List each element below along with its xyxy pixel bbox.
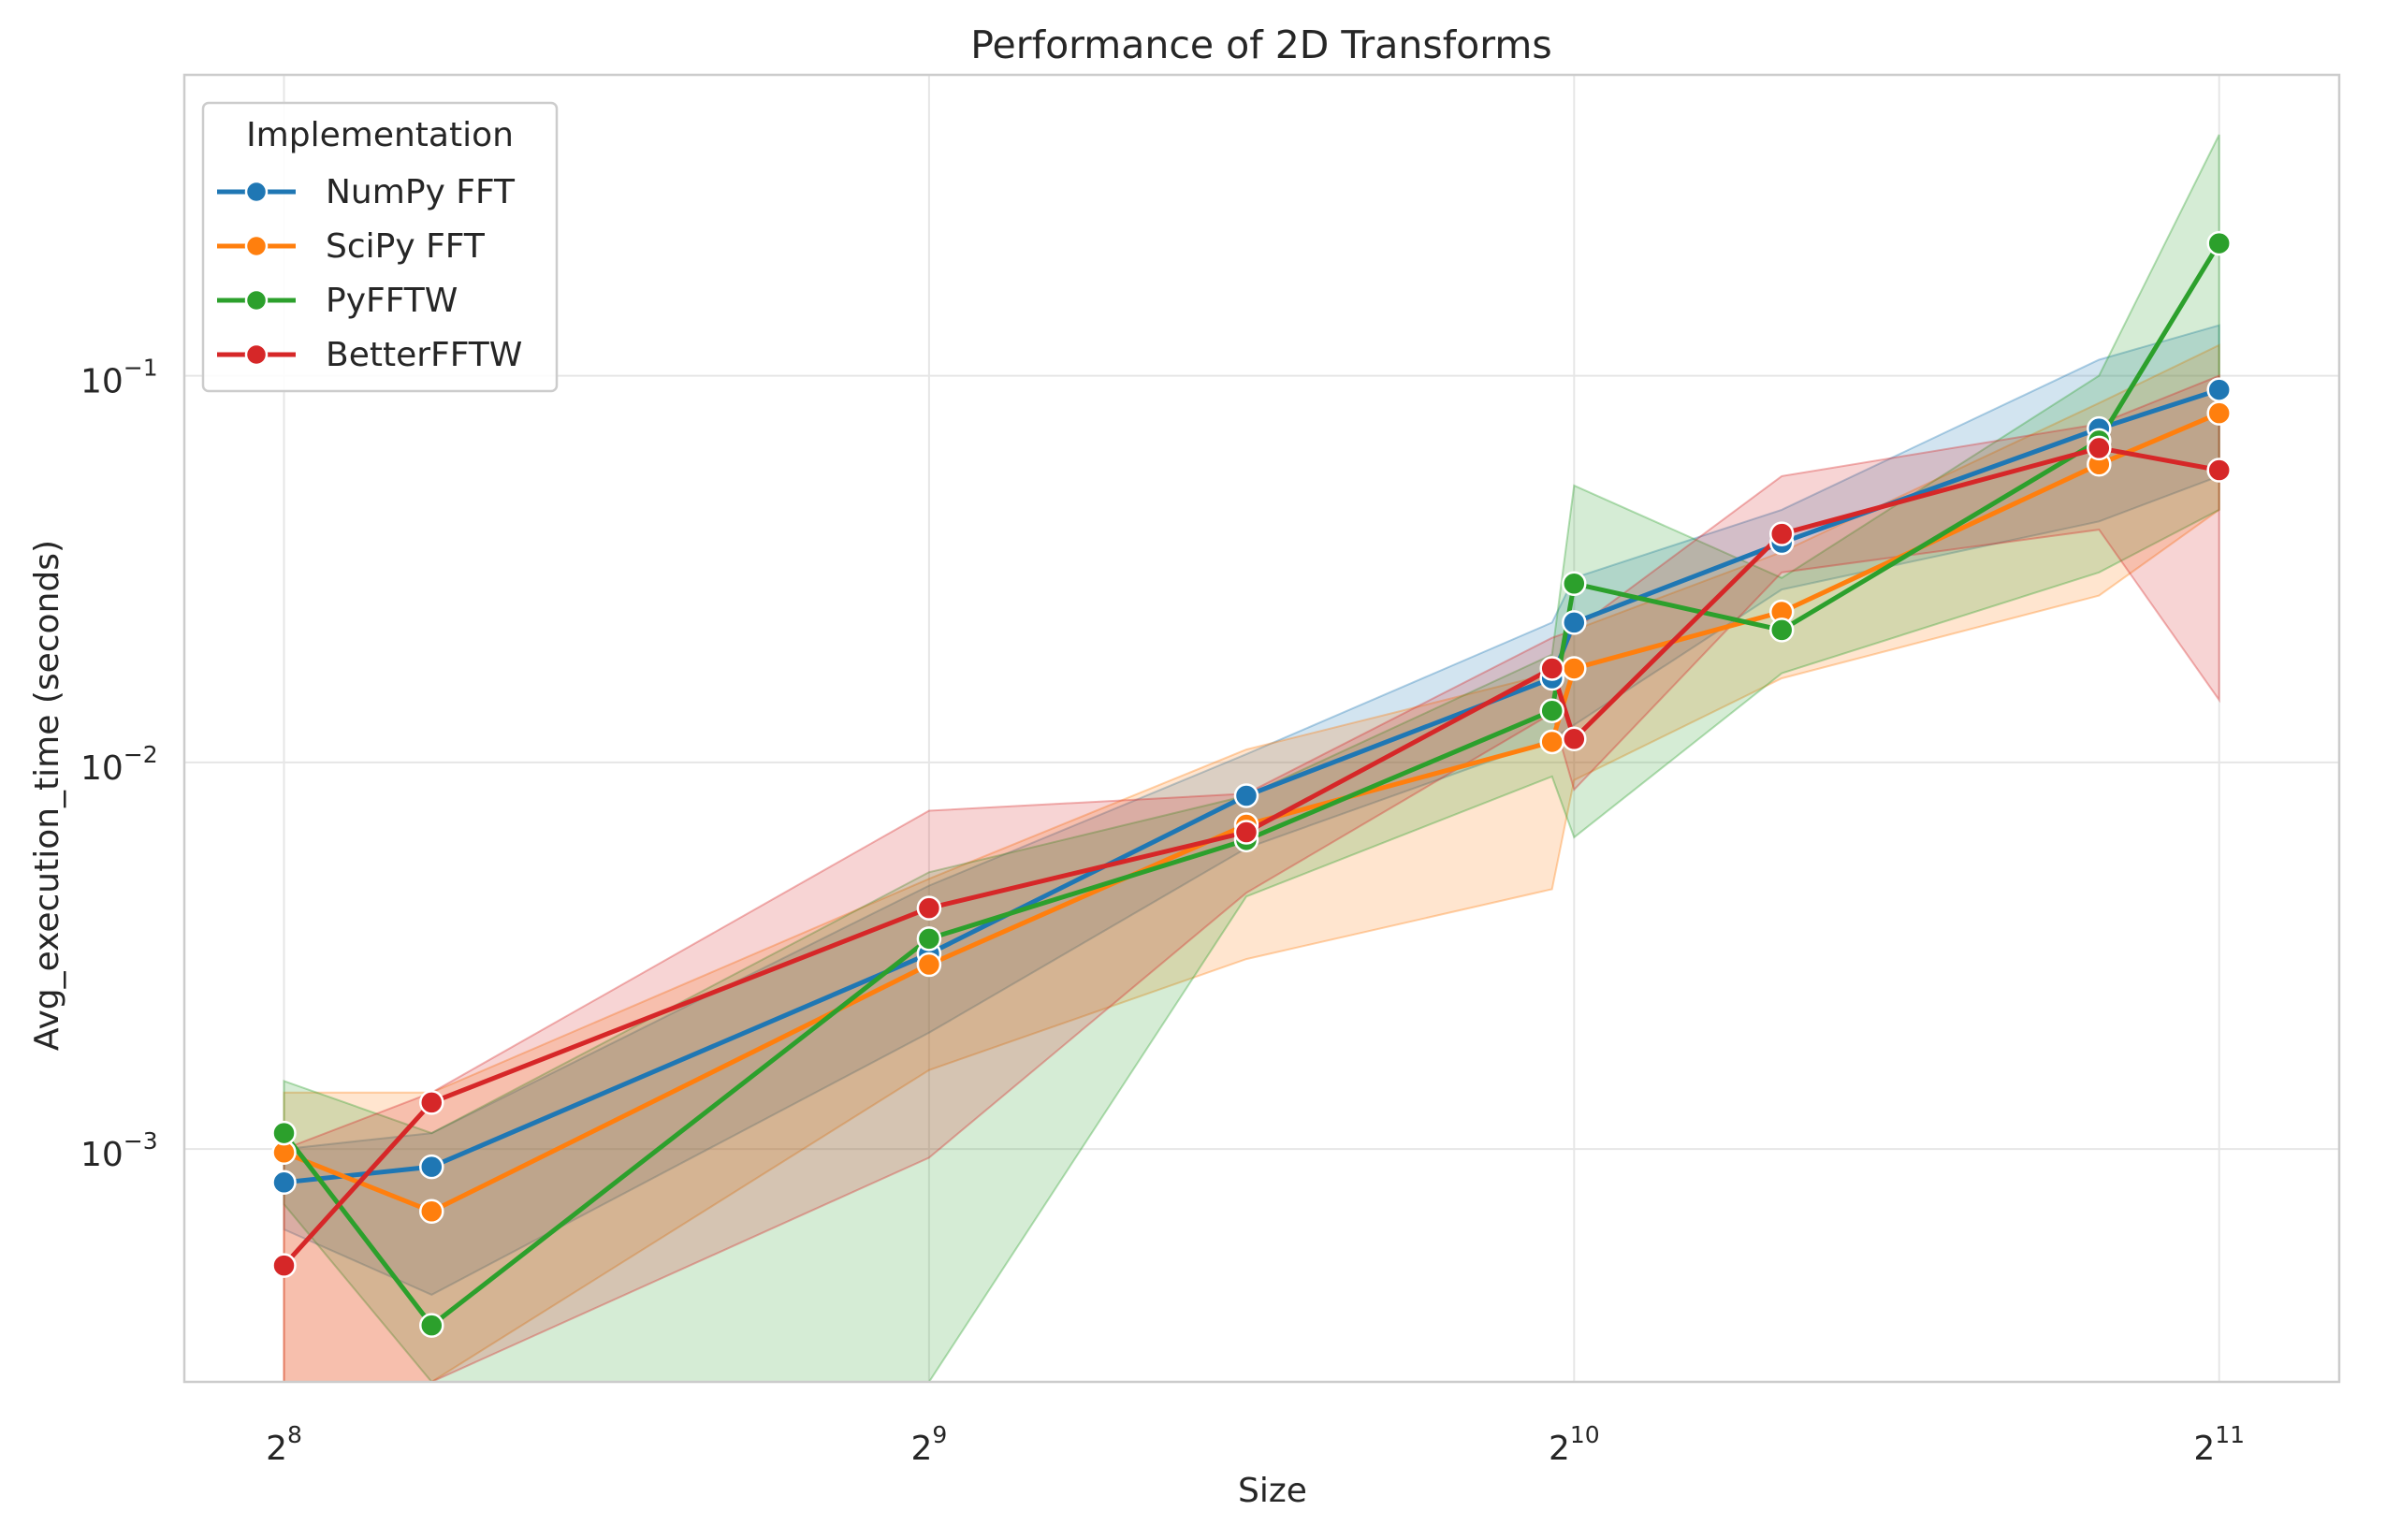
legend-label-numpy-fft: NumPy FFT — [326, 173, 516, 211]
y-tick-label: 10−1 — [80, 355, 158, 401]
plot-frame — [182, 73, 2341, 1384]
y-tick-labels: 10−3 10−2 10−1 — [80, 355, 158, 1175]
betterfftw-point — [271, 1253, 297, 1278]
scipy-fft-point — [916, 952, 942, 978]
numpy-fft-point — [1562, 610, 1587, 635]
y-tick-label: 10−2 — [80, 741, 158, 788]
legend-marker-scipy-fft — [244, 234, 269, 258]
confidence-bands — [283, 134, 2220, 1383]
legend-label-scipy-fft: SciPy FFT — [326, 227, 486, 266]
x-tick-label: 210 — [1549, 1421, 1600, 1468]
pyfftw-point — [2206, 230, 2232, 256]
numpy-fft-point — [419, 1154, 444, 1180]
legend-items: NumPy FFT SciPy FFT PyFFTW BetterFFTW — [217, 173, 522, 374]
numpy-fft-point — [2206, 377, 2232, 402]
legend-item-betterfftw: BetterFFTW — [217, 336, 522, 374]
betterfftw-point — [2206, 458, 2232, 483]
scipy-fft-confidence-band — [283, 343, 2220, 1383]
legend-box — [201, 101, 559, 393]
legend-item-pyfftw: PyFFTW — [217, 282, 458, 320]
x-tick-label: 211 — [2193, 1421, 2245, 1468]
x-tick-labels: 28 29 210 211 — [266, 1421, 2245, 1468]
pyfftw-point — [1539, 698, 1564, 723]
numpy-fft-point — [1233, 783, 1259, 808]
scipy-fft-point — [419, 1199, 444, 1225]
pyfftw-point — [1768, 617, 1795, 643]
pyfftw-point — [271, 1120, 297, 1146]
x-tick-label: 28 — [266, 1421, 302, 1468]
legend-label-pyfftw: PyFFTW — [326, 282, 458, 320]
y-tick-label: 10−3 — [80, 1127, 158, 1174]
betterfftw-point — [1539, 656, 1564, 681]
betterfftw-point — [1562, 726, 1587, 752]
scipy-fft-point — [2206, 400, 2232, 426]
legend-label-betterfftw: BetterFFTW — [326, 336, 522, 374]
y-axis-label: Avg_execution_time (seconds) — [28, 540, 66, 1051]
pyfftw-point — [916, 926, 942, 952]
legend: Implementation NumPy FFT SciPy FFT PyFFTW B… — [201, 101, 559, 393]
betterfftw-confidence-band — [283, 374, 2220, 1383]
legend-marker-numpy-fft — [244, 180, 269, 204]
pyfftw-point — [419, 1313, 444, 1338]
betterfftw-point — [1768, 521, 1795, 546]
legend-marker-pyfftw — [244, 288, 269, 312]
legend-item-numpy-fft: NumPy FFT — [217, 173, 516, 211]
legend-marker-betterfftw — [244, 342, 269, 367]
series-points — [271, 230, 2232, 1338]
betterfftw-point — [916, 895, 942, 921]
pyfftw-point — [1562, 571, 1587, 597]
numpy-fft-point — [271, 1170, 297, 1196]
legend-title: Implementation — [246, 116, 514, 154]
betterfftw-point — [419, 1090, 444, 1115]
x-axis-label: Size — [1238, 1472, 1307, 1510]
betterfftw-point — [2087, 435, 2112, 461]
scipy-fft-point — [1539, 729, 1564, 755]
betterfftw-point — [1233, 820, 1259, 845]
x-tick-label: 29 — [911, 1421, 948, 1468]
chart-title: Performance of 2D Transforms — [970, 22, 1551, 67]
legend-item-scipy-fft: SciPy FFT — [217, 227, 486, 266]
scipy-fft-point — [1562, 656, 1587, 681]
